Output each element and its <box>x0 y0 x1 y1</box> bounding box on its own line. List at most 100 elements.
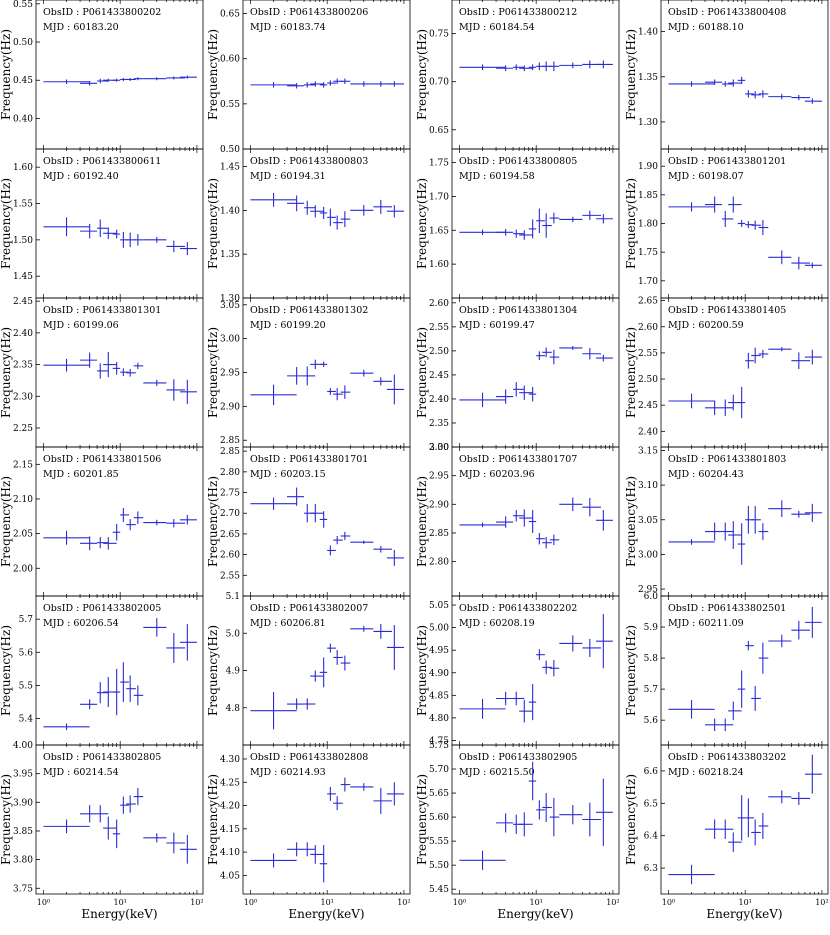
y-tick-label: 5.65 <box>429 789 449 799</box>
data-point <box>304 842 316 857</box>
y-tick-label: 4.95 <box>429 646 449 656</box>
data-point <box>319 657 328 688</box>
y-tick-label: 2.70 <box>220 509 240 519</box>
data-point <box>768 347 792 352</box>
data-point <box>333 650 343 665</box>
y-tick-label: 3.15 <box>638 446 658 456</box>
data-point <box>103 351 117 378</box>
y-axis-label: Frequency(Hz) <box>415 178 429 269</box>
data-point <box>319 845 328 883</box>
y-tick-label: 2.95 <box>638 585 658 595</box>
y-tick-label: 1.75 <box>638 248 658 258</box>
x-axis-label: Energy(keV) <box>81 907 157 921</box>
obsid-label: ObsID : P061433801304 <box>459 305 577 316</box>
y-tick-label: 4.05 <box>220 871 240 881</box>
axes-frame <box>35 744 204 895</box>
data-point <box>112 819 121 849</box>
y-axis-label: Frequency(Hz) <box>0 29 13 120</box>
data-point <box>350 205 374 216</box>
obsid-label: ObsID : P061433801201 <box>668 156 786 167</box>
data-point <box>350 783 374 791</box>
y-axis-label: Frequency(Hz) <box>624 625 638 716</box>
data-point <box>319 82 328 88</box>
y-tick-label: 2.85 <box>220 447 240 457</box>
data-point <box>549 349 560 365</box>
data-point <box>513 510 525 522</box>
data-point <box>751 220 761 230</box>
y-tick-label: 1.65 <box>429 226 449 236</box>
data-point <box>705 522 723 541</box>
y-tick-label: 2.90 <box>429 500 449 510</box>
data-point <box>287 83 305 89</box>
data-point <box>668 202 715 212</box>
obsid-label: ObsID : P061433802202 <box>459 603 577 614</box>
data-point <box>43 358 90 372</box>
y-axis-label: Frequency(Hz) <box>0 625 13 716</box>
y-tick-label: 2.40 <box>13 329 33 339</box>
data-point <box>519 65 533 72</box>
y-tick-label: 2.95 <box>220 369 240 379</box>
data-point <box>582 638 602 657</box>
panel-18: 4.8 4.9 5.0 5.1 Frequency(Hz) ObsID : P061433… <box>206 592 411 746</box>
y-tick-label: 1.70 <box>638 277 658 287</box>
y-tick-label: 2.15 <box>13 460 33 470</box>
data-point <box>80 80 98 86</box>
mjd-label: MJD : 60203.96 <box>459 469 535 480</box>
y-tick-label: 0.65 <box>220 10 240 20</box>
obsid-label: ObsID : P061433800202 <box>43 7 161 18</box>
y-tick-label: 1.30 <box>638 118 658 128</box>
data-point <box>705 79 723 85</box>
x-tick-label: 10¹ <box>529 898 542 907</box>
panel-24: 6.3 6.4 6.5 6.6 10⁰ 10¹ 10² Energy(keV) Frequenc… <box>624 744 829 921</box>
data-point <box>304 82 316 88</box>
data-point <box>668 393 715 409</box>
data-point <box>333 535 343 545</box>
data-point <box>804 98 822 104</box>
mjd-label: MJD : 60199.47 <box>459 320 535 331</box>
data-point <box>80 805 98 823</box>
data-point <box>751 91 761 99</box>
data-point <box>722 718 734 732</box>
y-tick-label: 1.45 <box>220 163 240 173</box>
data-point <box>340 655 351 671</box>
data-point <box>250 692 297 730</box>
y-tick-label: 5.6 <box>644 716 659 726</box>
y-tick-label: 3.10 <box>638 481 658 491</box>
mjd-label: MJD : 60192.40 <box>43 171 119 182</box>
y-tick-label: 1.60 <box>429 260 449 270</box>
axes-frame <box>451 744 620 895</box>
y-tick-label: 4.85 <box>429 691 449 701</box>
y-tick-label: 5.45 <box>429 885 449 895</box>
data-point <box>668 81 715 87</box>
data-point <box>133 362 144 370</box>
data-point <box>310 205 324 218</box>
y-tick-label: 4.25 <box>220 778 240 788</box>
data-point <box>373 199 393 214</box>
panel-14: 2.55 2.60 2.65 2.70 2.75 2.80 2.85 Frequency(Hz… <box>206 446 411 597</box>
data-point <box>513 64 525 71</box>
data-point <box>745 352 754 369</box>
mjd-label: MJD : 60204.43 <box>668 469 744 480</box>
data-point <box>319 206 328 220</box>
y-tick-label: 4.75 <box>429 736 449 746</box>
panel-1: 0.40 0.45 0.50 0.55 Frequency(Hz) ObsID : P06… <box>0 0 204 150</box>
data-point <box>542 347 552 358</box>
data-point <box>133 685 144 706</box>
data-point <box>350 540 374 544</box>
y-tick-label: 6.0 <box>644 592 659 602</box>
data-point <box>751 505 761 534</box>
panel-9: 2.25 2.30 2.35 2.40 2.45 Frequency(Hz) ObsID :… <box>0 297 204 448</box>
data-point <box>43 723 90 731</box>
x-tick-label: 10⁰ <box>37 898 50 907</box>
data-point <box>519 385 533 400</box>
data-point <box>595 60 613 69</box>
data-point <box>80 352 98 368</box>
data-point <box>304 366 316 386</box>
data-point <box>559 497 583 512</box>
y-tick-label: 6.6 <box>644 767 659 777</box>
data-point <box>459 698 506 719</box>
data-point <box>496 516 514 528</box>
data-point <box>582 347 602 360</box>
y-tick-label: 3.95 <box>13 770 33 780</box>
panel-19: 4.75 4.80 4.85 4.90 4.95 5.00 5.05 Frequency(Hz… <box>415 595 620 746</box>
